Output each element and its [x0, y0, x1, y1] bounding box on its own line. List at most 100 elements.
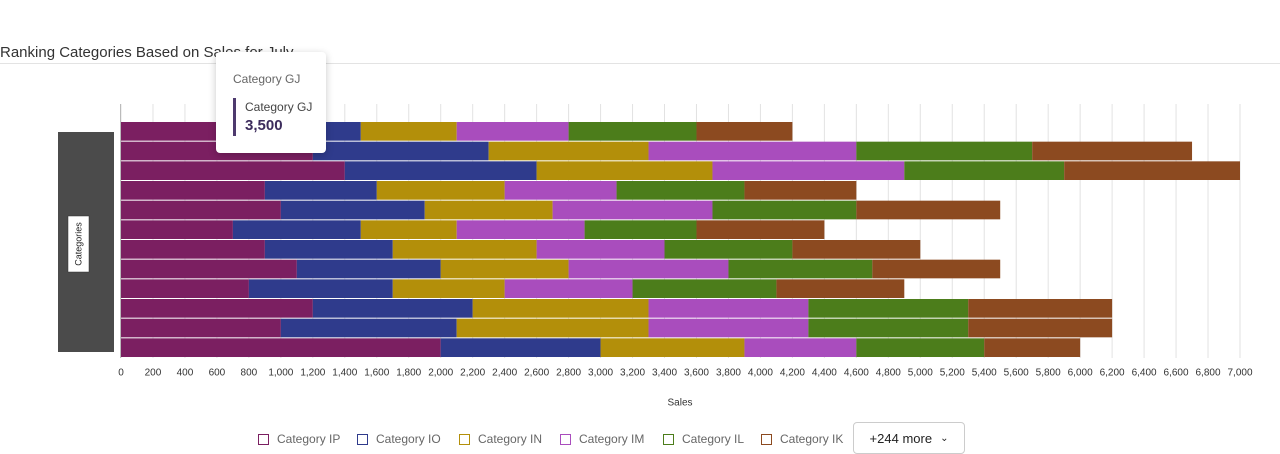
bar-segment: [440, 338, 601, 357]
legend-label[interactable]: Category IM: [579, 432, 645, 446]
legend-item[interactable]: Category IP: [258, 430, 340, 448]
bar-segment: [728, 259, 873, 279]
bar-segment: [808, 299, 969, 318]
x-tick-label: 0: [118, 368, 124, 379]
x-tick-label: 3,600: [684, 368, 709, 379]
y-label-box: [67, 215, 90, 273]
bar-segment: [456, 318, 649, 338]
x-tick-label: 4,600: [844, 368, 869, 379]
bar-segment: [376, 181, 505, 200]
x-tick-label: 6,600: [1164, 368, 1189, 379]
x-tick-label: 3,800: [716, 368, 741, 379]
bar-segment: [121, 279, 249, 298]
legend-label[interactable]: Category IN: [478, 432, 543, 446]
x-tick-label: 4,000: [748, 368, 773, 379]
x-tick-label: 5,600: [1004, 368, 1029, 379]
bar-segment: [504, 181, 617, 200]
bar-segment: [568, 122, 697, 141]
bar-segment: [312, 299, 473, 318]
bar-segment: [744, 338, 857, 357]
legend-item[interactable]: Category IM: [560, 430, 644, 448]
x-tick-label: 6,200: [1100, 368, 1125, 379]
bar-segment: [664, 240, 793, 259]
x-tick-label: 400: [177, 368, 194, 379]
bar-segment: [776, 279, 905, 298]
legend-more-text[interactable]: +244 more: [869, 430, 933, 446]
bar-segment: [1032, 141, 1193, 161]
bar-segment: [568, 259, 729, 279]
bar-segment: [456, 122, 569, 141]
bar-segment: [344, 161, 537, 180]
bar-segment: [232, 220, 361, 239]
bar-segment: [744, 181, 857, 200]
bar-segment: [280, 200, 425, 220]
bar-segment: [632, 279, 777, 298]
legend-swatch[interactable]: [663, 433, 674, 445]
x-tick-label: 6,000: [1068, 368, 1093, 379]
x-tick-label: 5,200: [940, 368, 965, 379]
legend-item[interactable]: Category IN: [459, 430, 542, 448]
legend-swatch[interactable]: [560, 433, 571, 445]
bar-segment: [488, 141, 649, 161]
bar-segment: [856, 338, 985, 357]
bar-segment: [121, 318, 281, 338]
bar-segment: [968, 318, 1113, 338]
tooltip-value: 3,500: [245, 117, 283, 134]
x-tick-label: 3,000: [588, 368, 613, 379]
legend-more-button[interactable]: +244 more ⌄: [853, 422, 965, 454]
legend-label[interactable]: Category IO: [376, 432, 441, 446]
x-tick-label: 200: [145, 368, 162, 379]
tooltip-series: Category GJ: [245, 100, 313, 114]
bar-segment: [984, 338, 1081, 357]
x-tick-label: 6,800: [1196, 368, 1221, 379]
legend-item[interactable]: Category IK: [761, 430, 843, 448]
tooltip: Category GJ Category GJ 3,500: [216, 52, 326, 153]
bar-segment: [264, 181, 377, 200]
bar-segment: [296, 259, 441, 279]
x-tick-label: 3,200: [620, 368, 645, 379]
bar-segment: [121, 161, 345, 180]
bar-segment: [121, 338, 441, 357]
bar-segment: [808, 318, 969, 338]
bar-segment: [264, 240, 393, 259]
bar-segment: [360, 122, 457, 141]
bar-segment: [648, 299, 809, 318]
bar-segment: [312, 141, 489, 161]
bar-segment: [121, 181, 265, 200]
legend-swatch[interactable]: [357, 433, 368, 445]
bar-segment: [424, 200, 553, 220]
x-tick-label: 1,800: [396, 368, 421, 379]
x-tick-label: 600: [209, 368, 226, 379]
bar-segment: [248, 279, 393, 298]
bar-segment: [456, 220, 585, 239]
bar-segment: [121, 240, 265, 259]
bar-segment: [648, 318, 809, 338]
chevron[interactable]: ⌄: [940, 432, 949, 444]
bar-segment: [121, 299, 313, 318]
x-tick-label: 4,400: [812, 368, 837, 379]
x-tick-label: 2,000: [428, 368, 453, 379]
x-tick-label: 5,800: [1036, 368, 1061, 379]
x-tick-label: 1,000: [268, 368, 293, 379]
x-tick-label: 7,000: [1227, 368, 1252, 379]
bar-segment: [648, 141, 857, 161]
bar-segment: [440, 259, 569, 279]
bar-segment: [792, 240, 921, 259]
legend-item[interactable]: Category IO: [357, 430, 441, 448]
legend-swatch[interactable]: [761, 433, 772, 445]
bar-segment: [392, 279, 505, 298]
legend-label[interactable]: Category IL: [682, 432, 745, 446]
bar-segment: [536, 240, 665, 259]
bar-segment: [968, 299, 1113, 318]
x-tick-label: 1,400: [332, 368, 357, 379]
legend-item[interactable]: Category IL: [663, 430, 744, 448]
x-tick-label: 6,400: [1132, 368, 1157, 379]
legend-label[interactable]: Category IK: [780, 432, 844, 446]
legend-label[interactable]: Category IP: [277, 432, 341, 446]
bar-segment: [712, 161, 905, 180]
legend-swatch[interactable]: [258, 433, 269, 445]
bar-segment: [504, 279, 633, 298]
legend-swatch[interactable]: [459, 433, 470, 445]
